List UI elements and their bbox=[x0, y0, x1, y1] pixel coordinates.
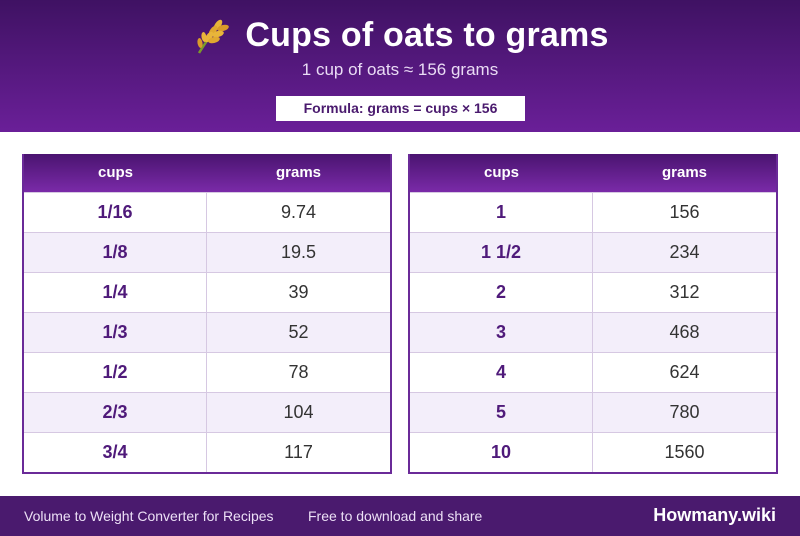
table-header: cups grams bbox=[410, 154, 776, 192]
cups-cell: 1/16 bbox=[24, 193, 207, 232]
table-row: 5 780 bbox=[410, 392, 776, 432]
table-row: 1/4 39 bbox=[24, 272, 390, 312]
table-row: 3/4 117 bbox=[24, 432, 390, 472]
cups-cell: 4 bbox=[410, 353, 593, 392]
grams-cell: 234 bbox=[669, 242, 700, 262]
grams-cell: 1560 bbox=[664, 442, 705, 462]
header-banner: Cups of oats to grams 1 cup of oats ≈ 15… bbox=[0, 0, 800, 132]
page-title: Cups of oats to grams bbox=[245, 15, 609, 54]
column-header-grams: grams bbox=[275, 164, 322, 181]
grams-cell: 780 bbox=[669, 402, 700, 422]
cups-cell: 1 bbox=[410, 193, 593, 232]
table-header: cups grams bbox=[24, 154, 390, 192]
table-row: 10 1560 bbox=[410, 432, 776, 472]
cups-cell: 1/3 bbox=[24, 313, 207, 352]
cups-cell: 1/2 bbox=[24, 353, 207, 392]
cups-cell: 3 bbox=[410, 313, 593, 352]
page-subtitle: 1 cup of oats ≈ 156 grams bbox=[301, 60, 499, 79]
grams-cell: 624 bbox=[669, 362, 700, 382]
grams-cell: 156 bbox=[669, 202, 700, 222]
grams-cell: 104 bbox=[283, 402, 314, 422]
grams-cell: 312 bbox=[669, 282, 700, 302]
cups-cell: 2/3 bbox=[24, 393, 207, 432]
cups-cell: 1 1/2 bbox=[410, 233, 593, 272]
column-header-grams: grams bbox=[661, 164, 708, 181]
grams-cell: 117 bbox=[284, 442, 313, 462]
title-row: Cups of oats to grams bbox=[0, 14, 800, 56]
grams-cell: 19.5 bbox=[280, 242, 317, 262]
column-header-cups: cups bbox=[97, 164, 133, 181]
grams-cell: 468 bbox=[669, 322, 700, 342]
cups-cell: 1/8 bbox=[24, 233, 207, 272]
cups-cell: 5 bbox=[410, 393, 593, 432]
grams-cell: 39 bbox=[288, 282, 309, 302]
brand-logo-text[interactable]: Howmany.wiki bbox=[653, 505, 776, 525]
table-row: 3 468 bbox=[410, 312, 776, 352]
footer-share-note: Free to download and share bbox=[308, 508, 483, 524]
grams-cell: 78 bbox=[288, 362, 309, 382]
cups-cell: 1/4 bbox=[24, 273, 207, 312]
cups-cell: 2 bbox=[410, 273, 593, 312]
grams-cell: 9.74 bbox=[280, 202, 317, 222]
cups-cell: 3/4 bbox=[24, 433, 207, 472]
cups-cell: 10 bbox=[410, 433, 593, 472]
grams-cell: 52 bbox=[288, 322, 309, 342]
table-row: 2 312 bbox=[410, 272, 776, 312]
conversion-table-right: cups grams 1 156 1 1/2 234 2 312 3 468 4… bbox=[408, 154, 778, 474]
table-row: 1/3 52 bbox=[24, 312, 390, 352]
conversion-table-left: cups grams 1/16 9.74 1/8 19.5 1/4 39 1/3… bbox=[22, 154, 392, 474]
table-row: 1/2 78 bbox=[24, 352, 390, 392]
wheat-icon bbox=[197, 19, 230, 54]
table-row: 4 624 bbox=[410, 352, 776, 392]
table-row: 1/8 19.5 bbox=[24, 232, 390, 272]
formula-badge: Formula: grams = cups × 156 bbox=[276, 96, 525, 121]
table-row: 2/3 104 bbox=[24, 392, 390, 432]
footer-description: Volume to Weight Converter for Recipes bbox=[24, 508, 274, 524]
table-row: 1 1/2 234 bbox=[410, 232, 776, 272]
table-row: 1 156 bbox=[410, 192, 776, 232]
table-row: 1/16 9.74 bbox=[24, 192, 390, 232]
footer-bar: Volume to Weight Converter for Recipes F… bbox=[0, 496, 800, 536]
column-header-cups: cups bbox=[483, 164, 519, 181]
